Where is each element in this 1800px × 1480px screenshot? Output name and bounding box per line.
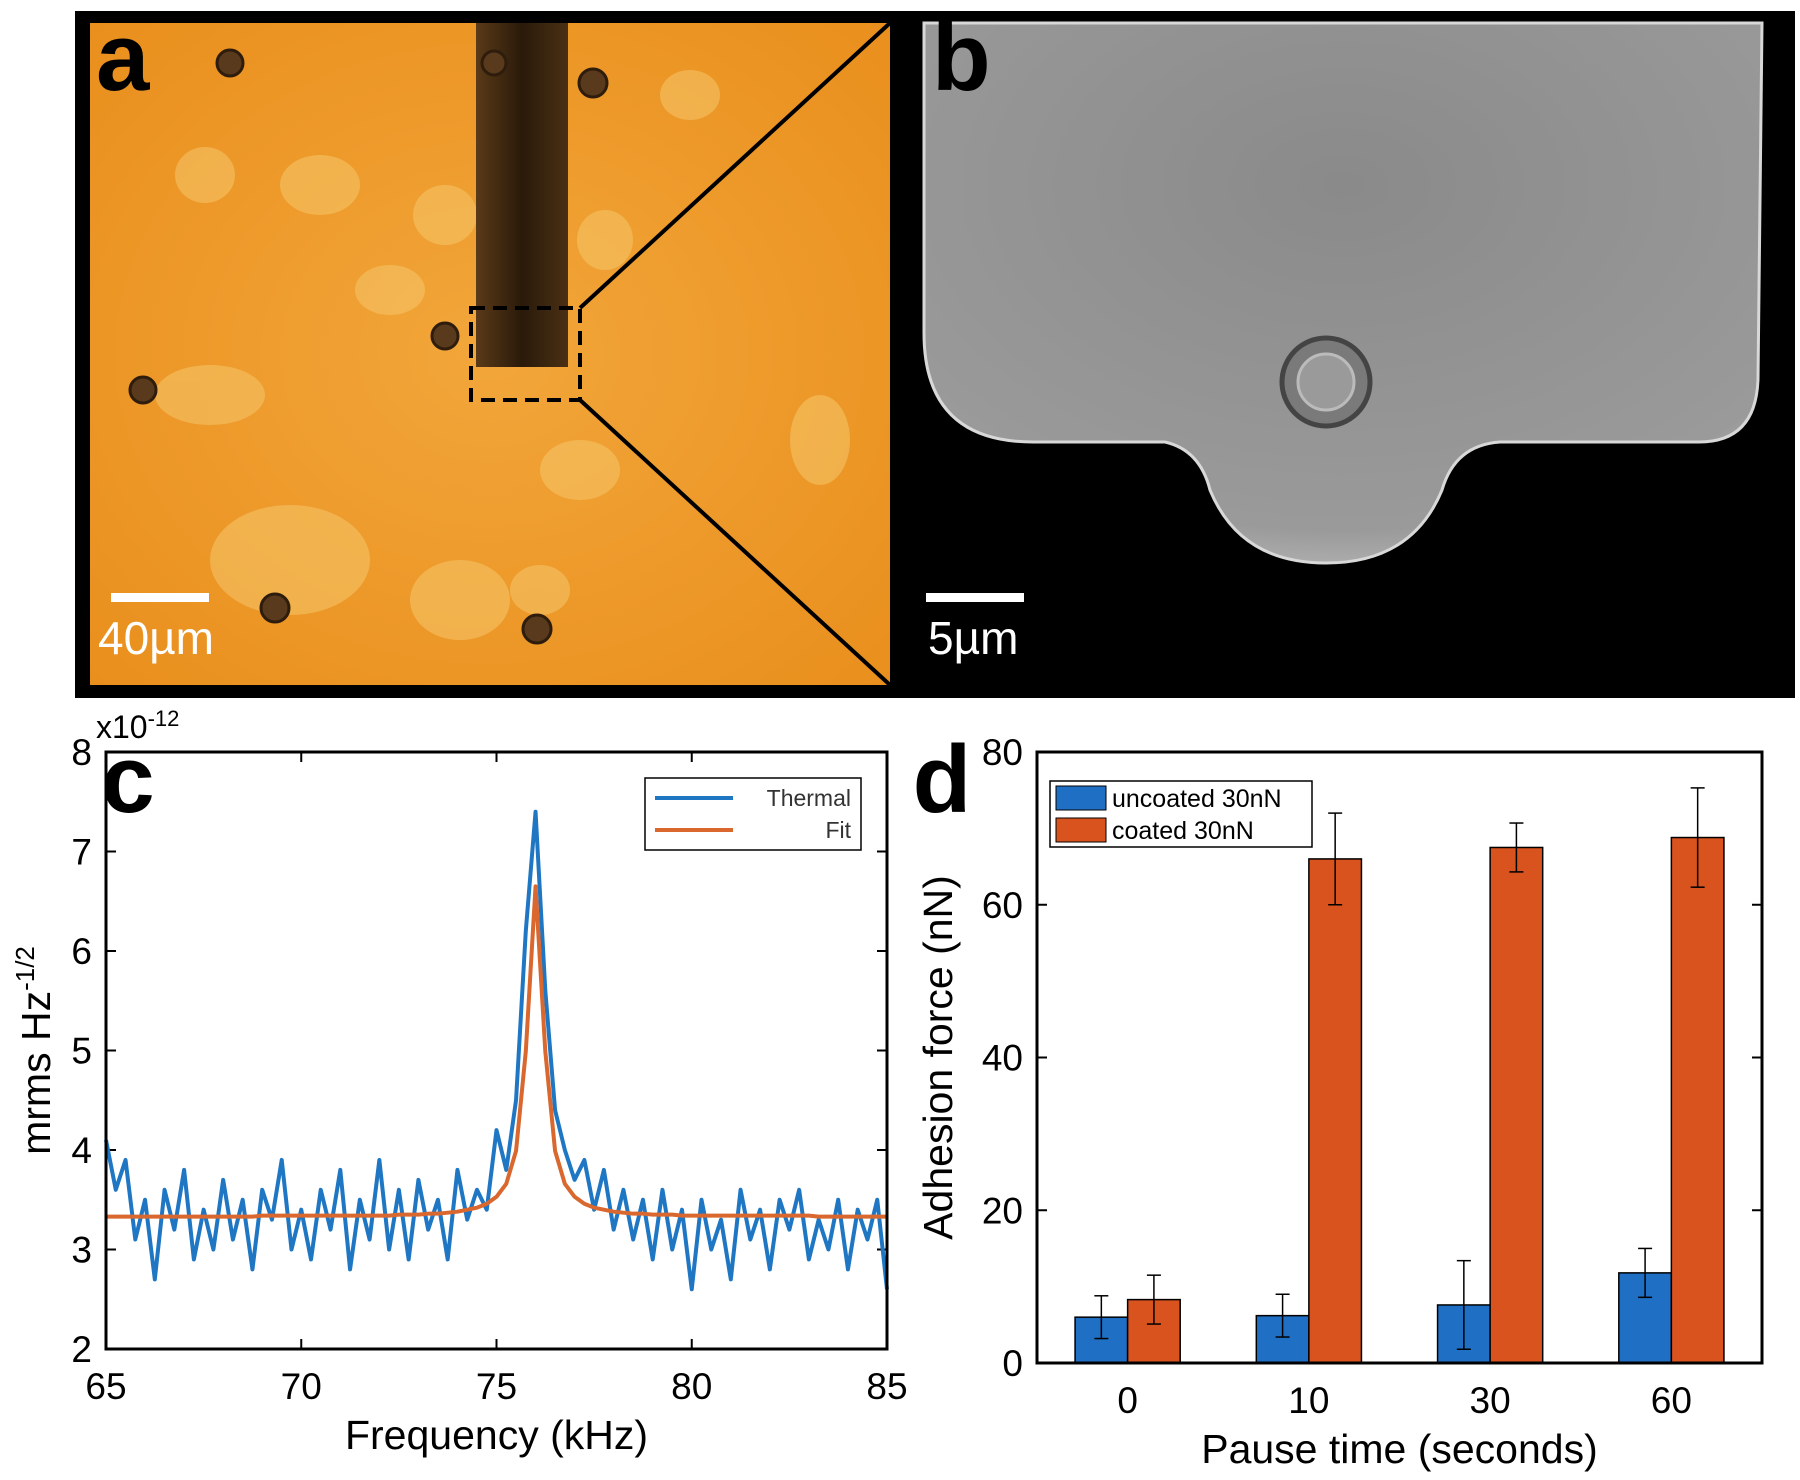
- scale-bar-label: 5µm: [928, 612, 1018, 664]
- x-tick-label: 75: [476, 1366, 517, 1407]
- y-tick-label: 40: [982, 1038, 1023, 1079]
- beads: [128, 48, 609, 645]
- x-tick-label: 60: [1651, 1380, 1692, 1421]
- y-axis-label: mrms Hz-1/2: [10, 946, 59, 1155]
- x-tick-label: 85: [866, 1366, 907, 1407]
- y-tick-label: 80: [982, 732, 1023, 773]
- x-tick-label: 80: [671, 1366, 712, 1407]
- legend-swatch: [1055, 817, 1107, 843]
- x-tick-label: 70: [281, 1366, 322, 1407]
- y-axis-label-superscript: -1/2: [10, 946, 40, 991]
- x-axis-label: Pause time (seconds): [1201, 1426, 1598, 1472]
- y-axis-label-text: Adhesion force (nN): [915, 875, 961, 1240]
- plot-frame: [104, 750, 889, 1351]
- y-tick-label: 60: [982, 885, 1023, 926]
- panel-label: d: [913, 726, 972, 833]
- x-tick-label: 0: [1117, 1380, 1138, 1421]
- legend-label: Thermal: [767, 785, 851, 811]
- y-tick-label: 6: [71, 931, 92, 972]
- plot-frame: [1035, 750, 1764, 1365]
- scale-bar: [926, 593, 1024, 602]
- x-axis-label: Frequency (kHz): [345, 1412, 648, 1458]
- zoom-box: [469, 306, 582, 402]
- bar: [1308, 858, 1363, 1364]
- x-tick-label: 65: [85, 1366, 126, 1407]
- series-line: [106, 884, 887, 1219]
- legend-box: [644, 777, 862, 851]
- panel-a-image: 40µm a: [90, 4, 890, 685]
- panel-label: b: [932, 4, 991, 111]
- series-line: [104, 809, 889, 1292]
- zoom-line: [578, 398, 892, 687]
- scale-bar: [111, 593, 209, 602]
- legend-label: Fit: [825, 817, 851, 843]
- zoom-line: [578, 21, 892, 310]
- y-tick-label: 7: [71, 832, 92, 873]
- y-axis-label: Adhesion force (nN): [915, 875, 961, 1240]
- y-tick-label: 3: [71, 1230, 92, 1271]
- bar: [1489, 846, 1544, 1364]
- y-multiplier-base: x10: [96, 709, 148, 745]
- y-tick-label: 5: [71, 1031, 92, 1072]
- x-tick-label: 30: [1470, 1380, 1511, 1421]
- panel-b-image: 5µm b: [922, 4, 1764, 664]
- y-multiplier-exponent: -12: [148, 706, 180, 731]
- legend-label: uncoated 30nN: [1112, 785, 1282, 813]
- y-multiplier: x10-12: [96, 706, 179, 745]
- cantilever-tip: [922, 21, 1764, 565]
- scale-bar-label: 40µm: [98, 612, 214, 664]
- legend-label: coated 30nN: [1112, 817, 1254, 845]
- legend-swatch: [1055, 785, 1107, 811]
- cells: [155, 70, 850, 640]
- panel-label: c: [101, 726, 154, 833]
- bead-core: [1296, 352, 1356, 412]
- bar: [1670, 836, 1725, 1364]
- panel-label: a: [96, 4, 150, 111]
- y-tick-label: 8: [71, 732, 92, 773]
- x-tick-label: 10: [1288, 1380, 1329, 1421]
- y-tick-label: 0: [1002, 1343, 1023, 1384]
- y-axis-label-text: mrms Hz: [13, 991, 59, 1155]
- y-tick-label: 4: [71, 1130, 92, 1171]
- y-tick-label: 20: [982, 1190, 1023, 1231]
- y-tick-label: 2: [71, 1329, 92, 1370]
